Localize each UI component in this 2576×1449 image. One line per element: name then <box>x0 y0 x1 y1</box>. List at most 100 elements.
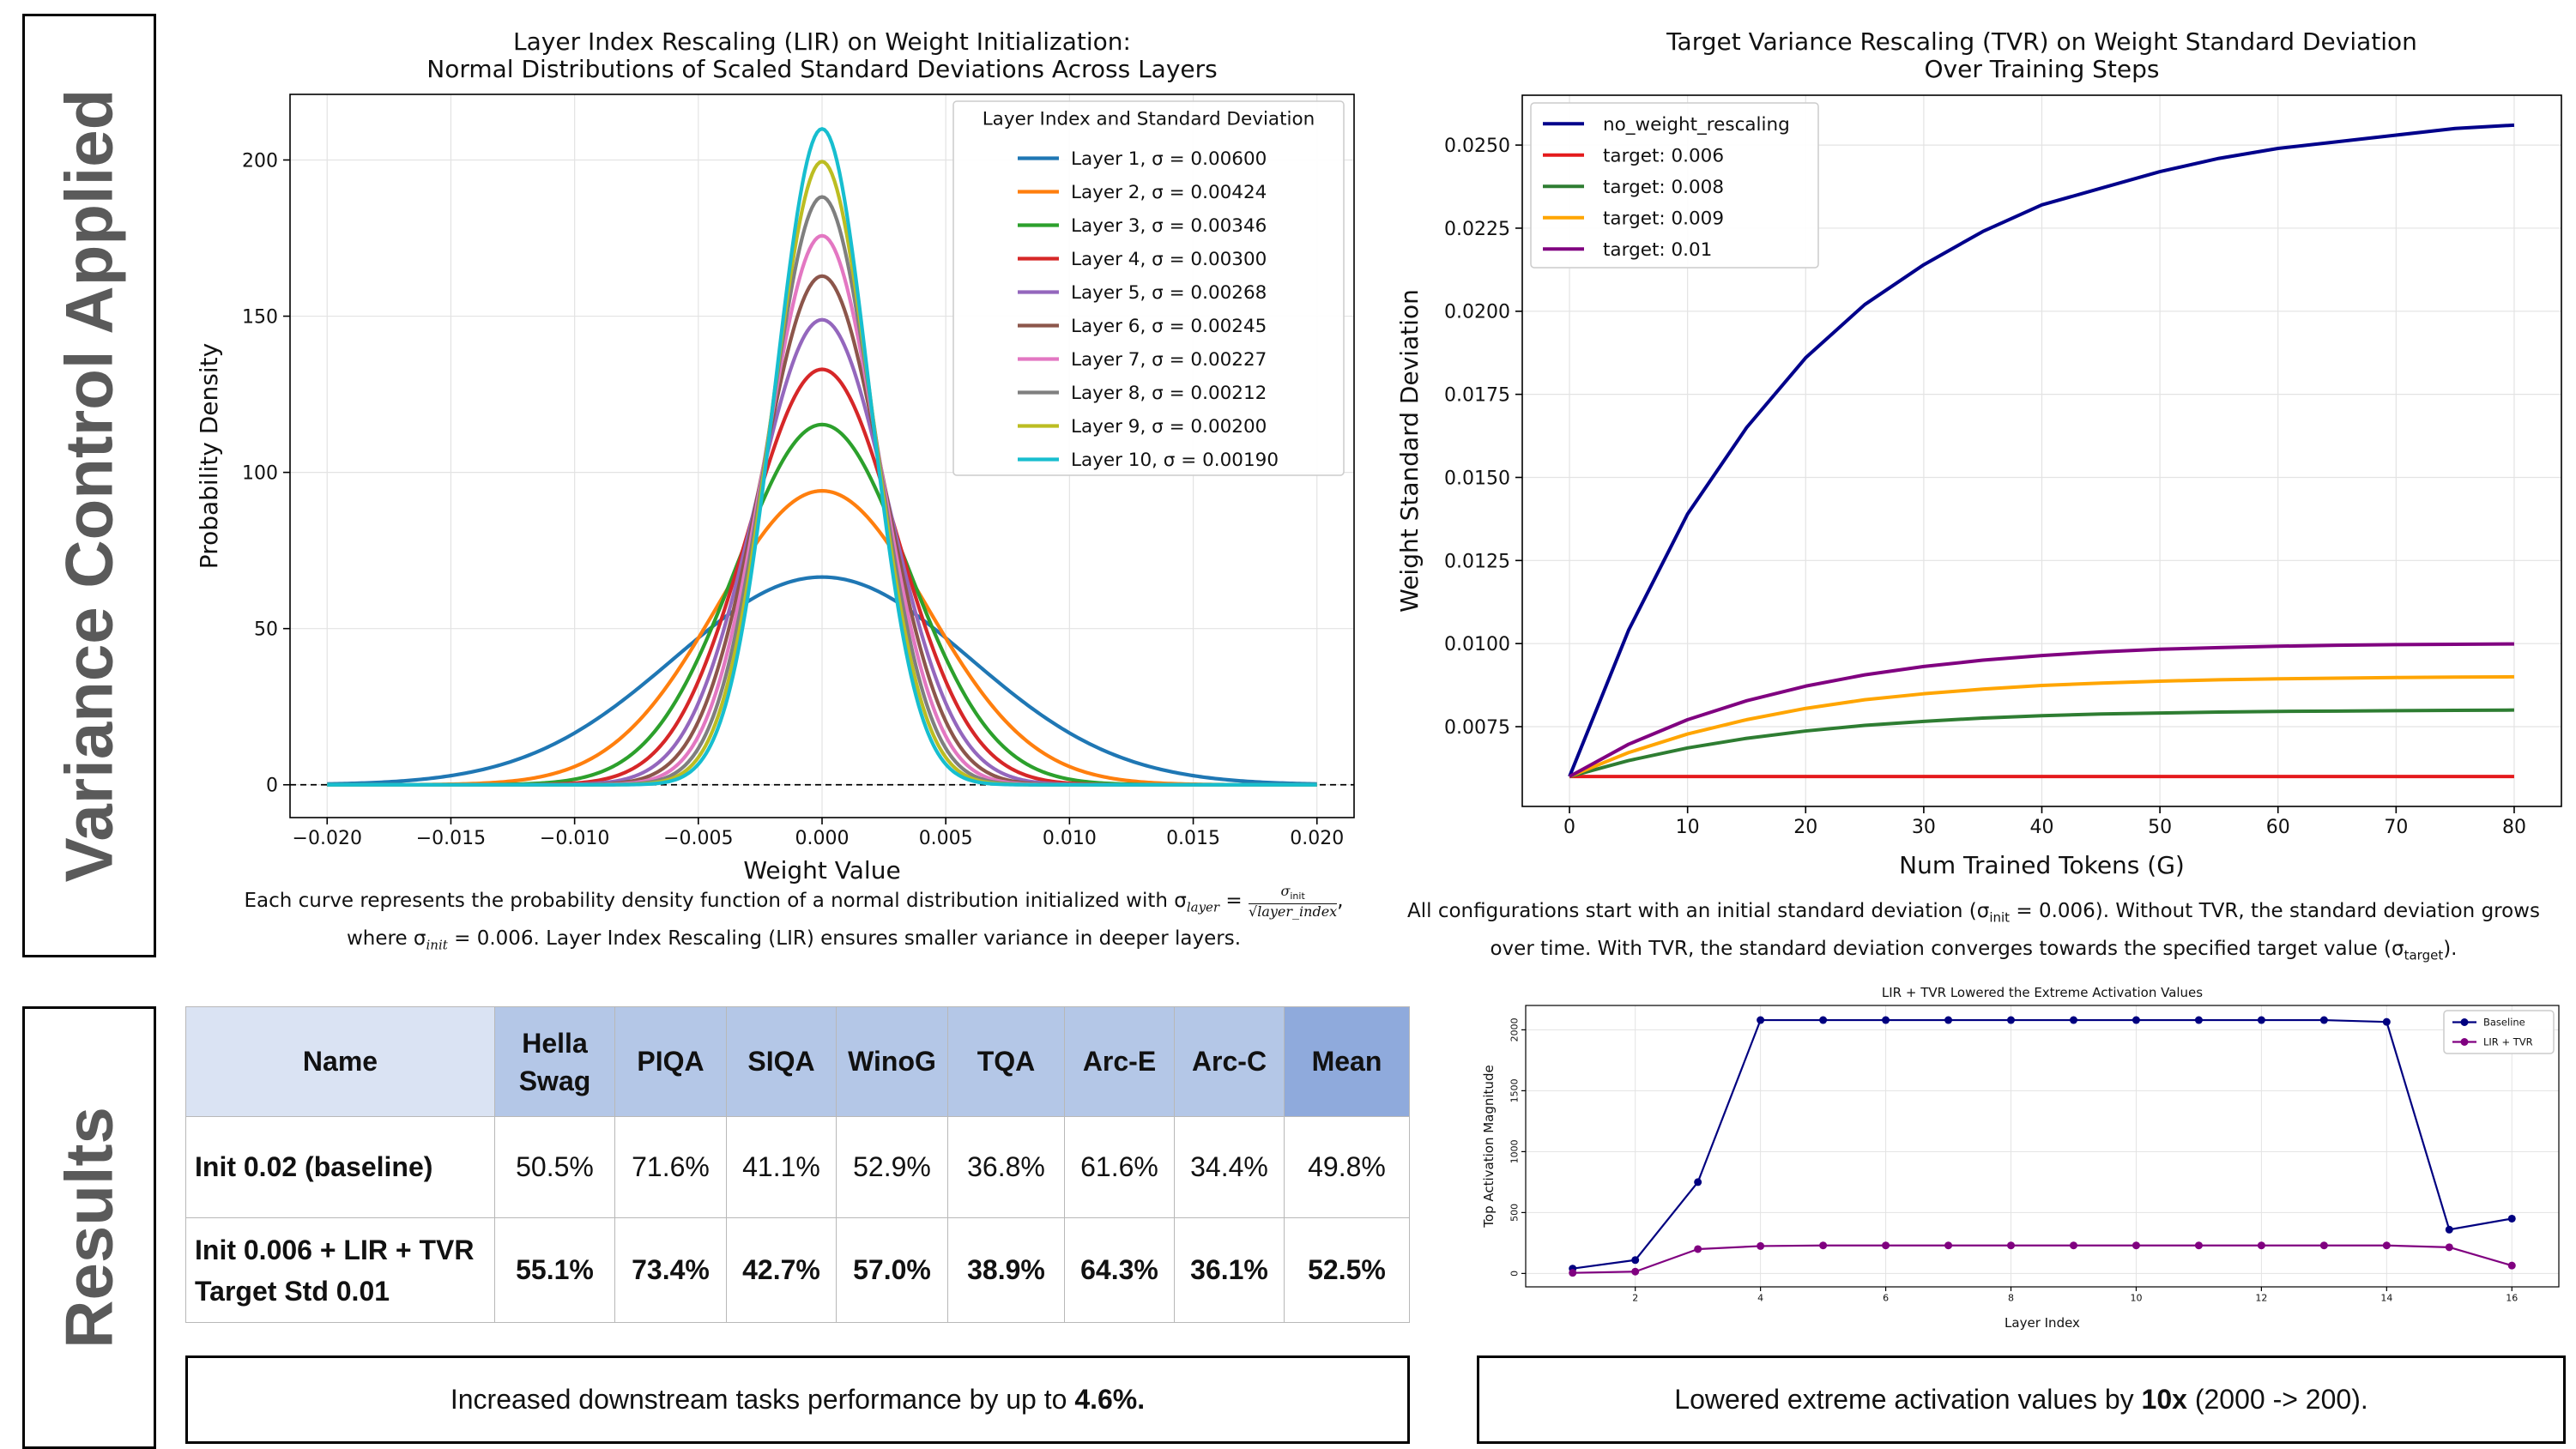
activation-point <box>1757 1016 1765 1024</box>
tvr-caption-text4: ). <box>2443 937 2458 960</box>
lir-legend-label: Layer 2, σ = 0.00424 <box>1071 182 1267 203</box>
lir-group: −0.020 −0.015 −0.010 −0.005 0.000 0.005 0.010 0… <box>195 27 1355 884</box>
table-cell: 36.1% <box>1174 1217 1285 1323</box>
activation-note-text: Lowered extreme activation values by <box>1674 1384 2134 1415</box>
activation-point <box>2382 1017 2391 1026</box>
activation-point <box>2132 1016 2140 1024</box>
col-header-piqa: PIQA <box>614 1006 727 1117</box>
activation-point <box>1882 1016 1890 1024</box>
table-cell: 61.6% <box>1064 1116 1175 1218</box>
lir-series-line <box>327 127 1317 787</box>
activation-point <box>1944 1241 1953 1250</box>
tvr-xtick-label: 50 <box>2148 817 2172 838</box>
lir-series-line <box>327 489 1317 787</box>
table-cell: 55.1% <box>494 1217 615 1323</box>
table-cell: 71.6% <box>614 1116 727 1218</box>
lir-xtick-label: 0.020 <box>1290 828 1344 849</box>
lir-caption-sub2: init <box>426 937 448 953</box>
activation-point <box>1694 1245 1702 1253</box>
col-header-tqa: TQA <box>947 1006 1065 1117</box>
tvr-title: Target Variance Rescaling (TVR) on Weigh… <box>1666 27 2417 56</box>
tvr-caption: All configurations start with an initial… <box>1373 896 2574 970</box>
lir-legend-label: Layer 4, σ = 0.00300 <box>1071 249 1267 270</box>
lir-frac-num: σ <box>1280 883 1291 899</box>
lir-legend-box <box>952 100 1345 476</box>
table-cell: 42.7% <box>726 1217 837 1323</box>
tvr-caption-sub2: target <box>2404 947 2444 963</box>
lir-caption-line2: where σinit = 0.006. Layer Index Rescali… <box>163 923 1424 961</box>
tvr-caption-sub1: init <box>1989 909 2011 926</box>
tvr-xlabel: Num Trained Tokens (G) <box>1899 851 2185 879</box>
lir-caption-fraction: σinit √layer_index <box>1249 883 1338 919</box>
activation-xtick-label: 6 <box>1883 1293 1889 1304</box>
tvr-xtick-label: 80 <box>2502 817 2526 838</box>
col-header-mean: Mean <box>1284 1006 1410 1117</box>
activation-ytick-label: 1500 <box>1509 1078 1521 1102</box>
tvr-caption-text2: = 0.006). Without TVR, the standard devi… <box>2010 900 2540 922</box>
activation-point <box>2069 1016 2077 1024</box>
lir-series-line <box>327 575 1317 786</box>
lir-xtick-label: 0.005 <box>919 828 973 849</box>
tvr-xtick-label: 20 <box>1793 817 1817 838</box>
col-header-siqa: SIQA <box>726 1006 837 1117</box>
table-cell: 64.3% <box>1064 1217 1175 1323</box>
results-label-box: Results <box>22 1006 156 1449</box>
table-cell: 36.8% <box>947 1116 1065 1218</box>
activation-point <box>2507 1214 2516 1223</box>
lir-caption-end1: , <box>1337 890 1344 913</box>
activation-point <box>1631 1267 1640 1276</box>
row-name-text: Init 0.006 + LIR + TVR Target Std 0.01 <box>195 1234 475 1307</box>
tvr-caption-line2: over time. With TVR, the standard deviat… <box>1373 933 2574 971</box>
activation-xtick-label: 16 <box>2506 1293 2518 1304</box>
table-cell: 38.9% <box>947 1217 1065 1323</box>
tvr-series-line <box>1569 674 2514 778</box>
lir-xtick-label: 0.000 <box>795 828 850 849</box>
activation-point <box>2194 1241 2203 1250</box>
tvr-series-line <box>1569 642 2514 778</box>
activation-ytick-label: 2000 <box>1509 1017 1521 1041</box>
activation-point <box>1694 1178 1702 1186</box>
table-row: Init 0.006 + LIR + TVR Target Std 0.01 5… <box>185 1217 1410 1323</box>
lir-legend-label: Layer 6, σ = 0.00245 <box>1071 316 1267 337</box>
activation-note-post: (2000 -> 200). <box>2194 1384 2368 1415</box>
activation-xlabel: Layer Index <box>2005 1315 2080 1331</box>
activation-point <box>2069 1241 2077 1250</box>
tvr-legend-label: target: 0.008 <box>1603 177 1724 198</box>
activation-point <box>2132 1241 2140 1250</box>
table-cell: 52.5% <box>1284 1217 1410 1323</box>
activation-series-line <box>1572 1018 2513 1270</box>
results-table: Name Hella Swag PIQA SIQA WinoG TQA Arc-… <box>185 1006 1410 1323</box>
tvr-ylabel: Weight Standard Deviation <box>1395 289 1424 613</box>
activation-legend-label: Baseline <box>2483 1017 2525 1029</box>
table-row: Init 0.02 (baseline) 50.5% 71.6% 41.1% 5… <box>185 1116 1410 1218</box>
lir-ytick-label: 150 <box>242 306 278 328</box>
tvr-xtick-label: 0 <box>1563 817 1575 838</box>
activation-note-bold: 10x <box>2141 1384 2187 1415</box>
table-cell: 73.4% <box>614 1217 727 1323</box>
table-cell: 41.1% <box>726 1116 837 1218</box>
col-header-arc-e: Arc-E <box>1064 1006 1175 1117</box>
lir-ytick-label: 200 <box>242 150 278 172</box>
activation-ytick-label: 500 <box>1509 1204 1521 1222</box>
lir-legend-label: Layer 10, σ = 0.00190 <box>1071 450 1279 471</box>
table-cell: 34.4% <box>1174 1116 1285 1218</box>
activation-xtick-label: 2 <box>1632 1293 1638 1304</box>
lir-legend-label: Layer 1, σ = 0.00600 <box>1071 148 1267 170</box>
activation-point <box>1819 1241 1828 1250</box>
lir-frac-num-sub: init <box>1290 891 1305 903</box>
lir-legend-label: Layer 5, σ = 0.00268 <box>1071 282 1267 304</box>
activation-point <box>2007 1241 2016 1250</box>
lir-legend-label: Layer 8, σ = 0.00212 <box>1071 383 1267 404</box>
activation-point <box>2257 1016 2265 1024</box>
lir-caption-numerator: σinit <box>1249 883 1338 905</box>
tvr-caption-line1: All configurations start with an initial… <box>1373 896 2574 933</box>
activation-point <box>2257 1241 2265 1250</box>
activation-legend-label: LIR + TVR <box>2483 1036 2533 1048</box>
activation-point <box>2194 1016 2203 1024</box>
col-header-arc-c: Arc-C <box>1174 1006 1285 1117</box>
lir-legend-title: Layer Index and Standard Deviation <box>983 108 1315 130</box>
lir-caption-text1: Each curve represents the probability de… <box>244 890 1187 913</box>
col-header-name: Name <box>185 1006 495 1117</box>
activation-point <box>1569 1269 1577 1277</box>
activation-xtick-label: 12 <box>2255 1293 2267 1304</box>
